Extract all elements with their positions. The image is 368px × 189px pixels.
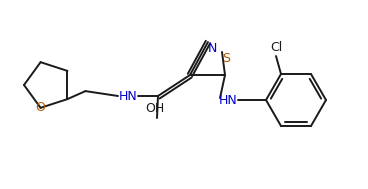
Text: HN: HN bbox=[219, 94, 237, 106]
Text: N: N bbox=[207, 42, 217, 54]
Text: S: S bbox=[222, 51, 230, 64]
Text: Cl: Cl bbox=[270, 40, 282, 53]
Text: HN: HN bbox=[118, 90, 137, 102]
Text: OH: OH bbox=[145, 101, 164, 115]
Text: O: O bbox=[36, 101, 46, 114]
